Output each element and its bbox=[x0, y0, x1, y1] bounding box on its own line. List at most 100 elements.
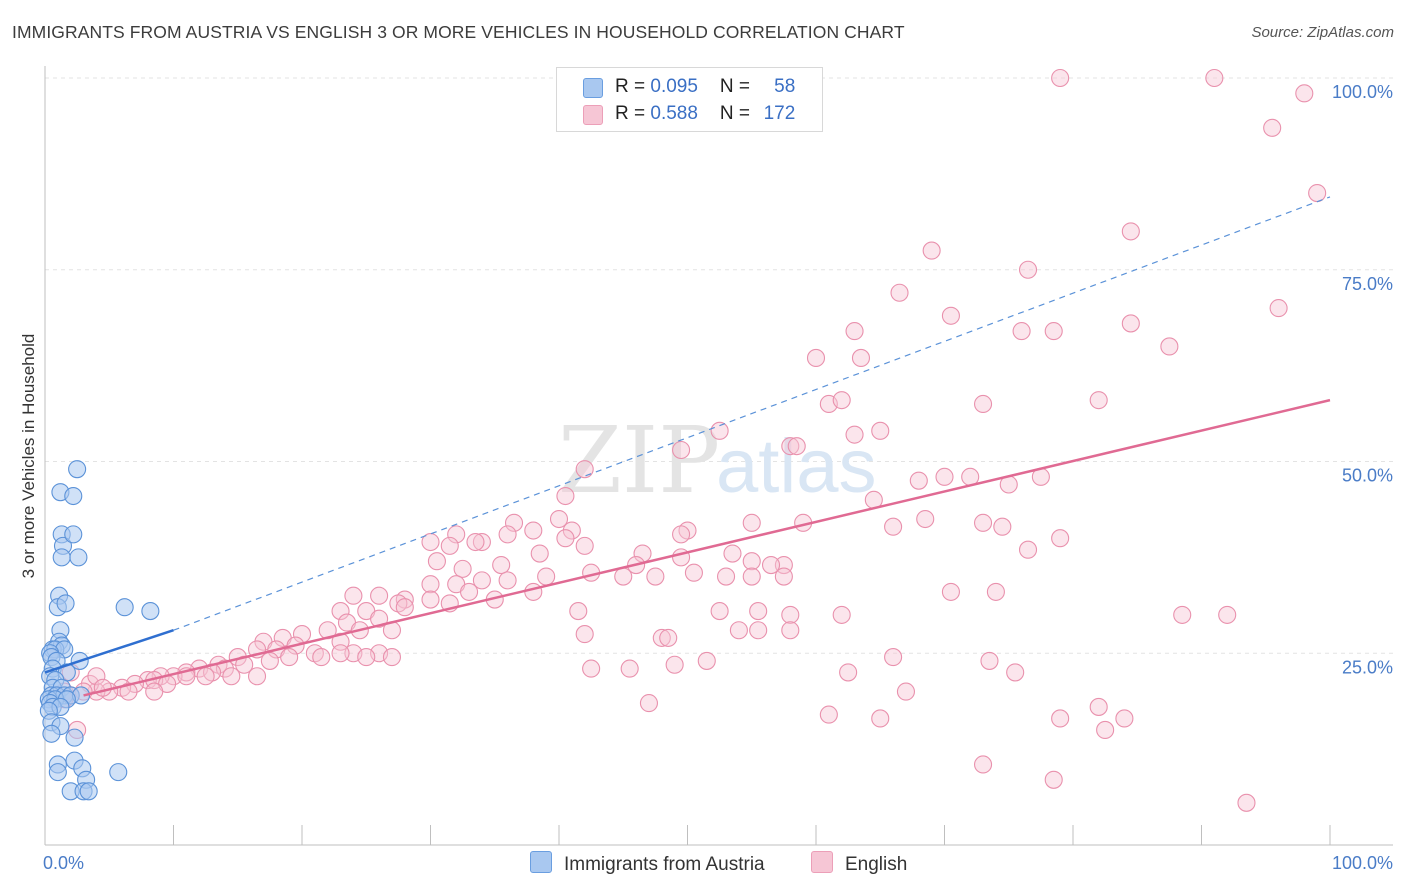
english-point bbox=[556, 486, 575, 506]
english-point bbox=[524, 521, 543, 540]
english-point bbox=[504, 513, 524, 532]
english-point bbox=[87, 667, 106, 686]
austria-point bbox=[141, 602, 160, 621]
english-point bbox=[1295, 84, 1314, 103]
austria-point bbox=[109, 763, 128, 782]
english-point bbox=[549, 509, 569, 529]
english-point bbox=[652, 628, 671, 647]
english-point bbox=[697, 651, 716, 670]
english-point bbox=[575, 625, 594, 644]
english-point bbox=[575, 460, 594, 479]
bottom-legend-label-austria: Immigrants from Austria bbox=[564, 854, 765, 875]
legend-r-label: R = bbox=[615, 103, 651, 124]
english-point bbox=[524, 582, 543, 601]
english-point bbox=[1051, 68, 1070, 88]
english-point bbox=[742, 552, 761, 571]
english-point bbox=[819, 705, 838, 724]
english-point bbox=[1096, 720, 1115, 740]
english-point bbox=[832, 605, 851, 624]
english-trend-line bbox=[83, 398, 1331, 697]
english-point bbox=[665, 655, 684, 674]
english-point bbox=[781, 621, 800, 640]
english-point bbox=[575, 536, 594, 555]
english-point bbox=[447, 525, 466, 544]
austria-point bbox=[79, 782, 98, 801]
english-point bbox=[562, 521, 581, 540]
english-point bbox=[980, 651, 999, 670]
english-point bbox=[941, 582, 960, 601]
english-point bbox=[498, 571, 517, 590]
english-point bbox=[1308, 184, 1327, 203]
english-point bbox=[851, 348, 871, 368]
english-point bbox=[498, 525, 517, 544]
english-point bbox=[742, 513, 761, 532]
y-tick-label: 100.0% bbox=[1332, 82, 1393, 102]
bottom-legend-label-english: English bbox=[845, 854, 908, 875]
english-point bbox=[986, 582, 1005, 601]
english-point bbox=[459, 582, 479, 601]
austria-point bbox=[52, 548, 71, 567]
austria-point bbox=[64, 486, 83, 506]
english-point bbox=[537, 567, 556, 586]
english-point bbox=[1218, 605, 1237, 624]
english-point bbox=[787, 437, 806, 456]
tick-labels: 25.0% 50.0% 75.0% 100.0% 0.0% 100.0% bbox=[43, 82, 1393, 873]
english-point bbox=[582, 659, 601, 678]
english-point bbox=[530, 544, 549, 563]
english-point bbox=[993, 517, 1012, 536]
english-point bbox=[781, 605, 800, 624]
legend-text-english: R = 0.588 N = 172 bbox=[615, 103, 795, 125]
english-point bbox=[312, 648, 331, 667]
english-point bbox=[973, 755, 993, 774]
english-point bbox=[1205, 68, 1224, 88]
y-tick-label: 75.0% bbox=[1342, 274, 1393, 294]
english-point bbox=[280, 648, 299, 667]
english-point bbox=[1044, 322, 1063, 341]
english-point bbox=[935, 467, 954, 486]
english-point bbox=[884, 517, 903, 536]
english-point bbox=[466, 532, 485, 552]
english-point bbox=[749, 602, 768, 621]
english-point bbox=[357, 648, 376, 667]
english-point bbox=[832, 391, 851, 410]
english-point bbox=[119, 682, 138, 701]
english-point bbox=[222, 667, 241, 686]
english-point bbox=[453, 559, 472, 578]
bottom-legend-austria: Immigrants from Austria bbox=[530, 851, 765, 876]
english-point bbox=[620, 659, 639, 678]
austria-trend-extension bbox=[173, 196, 1331, 631]
english-point bbox=[331, 644, 350, 663]
y-tick-label: 25.0% bbox=[1342, 657, 1393, 677]
x-tick-label-left: 0.0% bbox=[43, 853, 84, 873]
english-point bbox=[331, 602, 350, 621]
gridlines bbox=[45, 77, 1393, 654]
english-point bbox=[1269, 299, 1288, 318]
english-point bbox=[761, 555, 781, 575]
english-point bbox=[421, 575, 440, 594]
bottom-legend-english: English bbox=[811, 851, 907, 876]
legend-r-label: R = bbox=[615, 76, 651, 97]
english-point bbox=[845, 322, 864, 341]
english-point bbox=[421, 532, 440, 552]
legend-text-austria: R = 0.095 N = 58 bbox=[615, 76, 795, 98]
english-point bbox=[1006, 663, 1025, 682]
austria-point bbox=[64, 525, 83, 544]
chart-title: IMMIGRANTS FROM AUSTRIA VS ENGLISH 3 OR … bbox=[12, 22, 905, 42]
english-point bbox=[729, 621, 748, 640]
english-point bbox=[1018, 540, 1038, 559]
english-point bbox=[556, 529, 575, 548]
english-point bbox=[1051, 709, 1070, 728]
english-point bbox=[370, 609, 389, 628]
english-point bbox=[395, 598, 414, 617]
english-point bbox=[916, 509, 935, 529]
x-tick-label-right: 100.0% bbox=[1332, 853, 1393, 873]
english-point bbox=[196, 667, 215, 686]
legend-r-value: 0.095 bbox=[650, 76, 698, 97]
legend-r-value: 0.588 bbox=[650, 103, 698, 124]
bottom-legend-swatch-austria bbox=[530, 851, 552, 873]
english-point bbox=[1121, 222, 1140, 241]
english-point bbox=[659, 628, 678, 647]
bottom-legend-swatch-english bbox=[811, 851, 833, 873]
english-point bbox=[639, 694, 659, 713]
english-point bbox=[370, 586, 389, 605]
